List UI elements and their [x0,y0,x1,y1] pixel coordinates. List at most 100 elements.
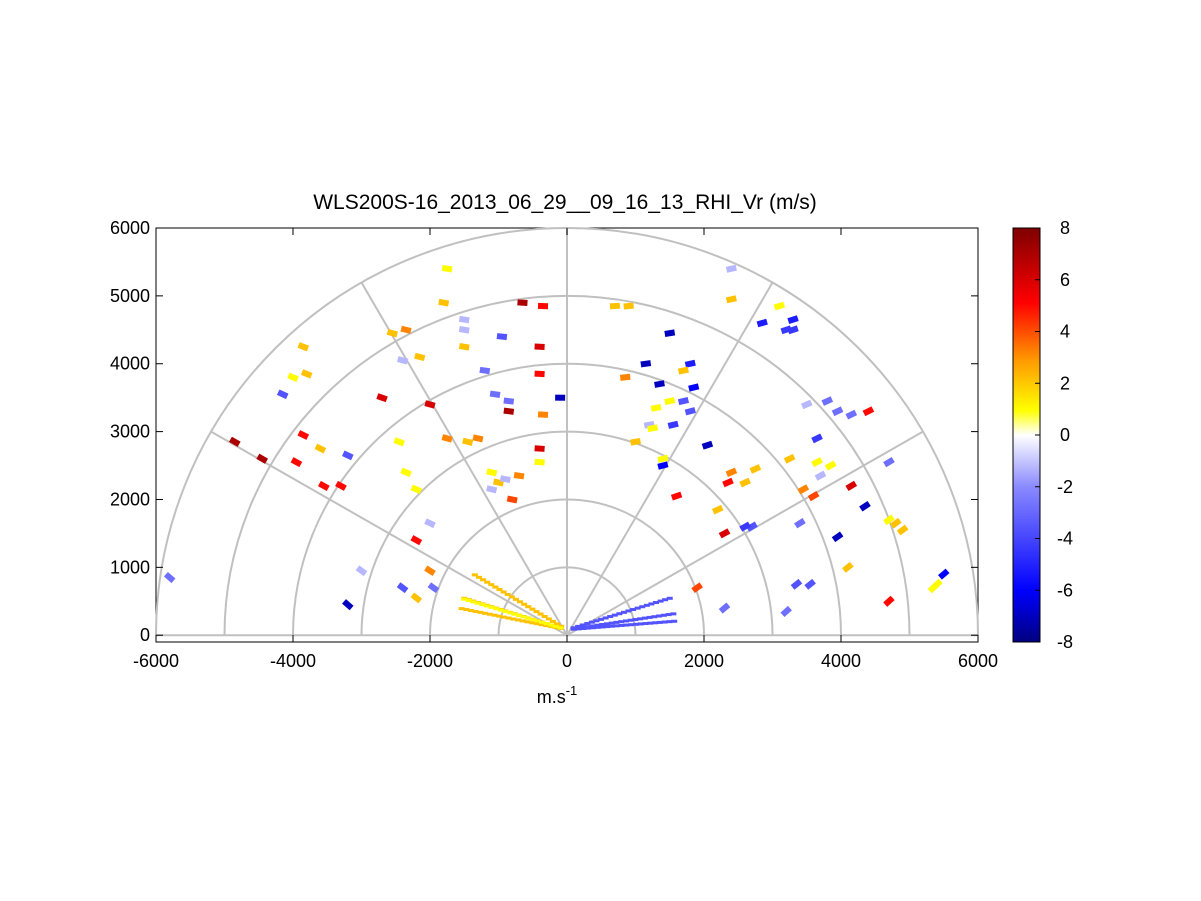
data-point [739,477,751,488]
data-point [664,329,676,337]
y-tick-label: 3000 [110,422,150,442]
beam-point [534,619,541,623]
x-tick-label: -4000 [270,651,316,671]
beam-point [652,601,659,605]
beam-point [500,590,507,594]
beam-point [637,617,644,621]
data-point [396,356,409,365]
beam-point [632,618,639,622]
data-point [458,326,470,334]
beam-point [622,619,629,623]
colorbar-tick-label: -6 [1057,580,1073,600]
data-point [756,318,768,328]
data-point [883,457,895,468]
beam-point [589,624,596,628]
data-point [630,437,641,446]
x-tick-label: 4000 [821,651,861,671]
beam-point [529,621,536,625]
data-point [503,407,515,415]
data-point [513,472,525,480]
data-point [342,599,354,611]
data-point [290,457,303,468]
beam-point [575,626,582,630]
beam-point [618,620,625,624]
data-point [654,380,665,388]
beam-point [467,609,474,613]
data-point [287,372,299,383]
x-tick-label: 6000 [958,651,998,671]
data-point [684,359,696,368]
beam-point [512,597,519,601]
data-point [787,315,799,324]
beam-point [514,618,521,622]
beam-point [656,614,663,618]
data-point [664,397,676,406]
x-axis-label-superscript: -1 [566,683,578,698]
data-point [811,433,823,444]
data-point [831,406,844,417]
beam-point [502,609,509,613]
data-point [393,437,405,447]
data-point [814,470,827,481]
data-point [410,592,423,604]
x-axis-label-text: m.s [537,687,566,707]
data-point [355,565,368,577]
data-point [163,571,176,584]
data-point [479,366,491,375]
x-tick-label: 2000 [684,651,724,671]
beam-point [616,612,623,616]
beam-point [641,616,648,620]
data-point [276,389,289,400]
data-point [794,518,806,529]
data-point [376,393,388,403]
beam-point [458,607,465,611]
data-point [314,443,327,454]
y-tick-label: 5000 [110,286,150,306]
beam-point [613,624,620,628]
colorbar-tick-label: -2 [1057,477,1073,497]
data-point [811,457,823,468]
data-point [317,480,330,491]
data-point [931,578,943,590]
data-point [410,535,423,546]
x-tick-label: 0 [562,651,572,671]
beam-point [607,615,614,619]
data-point [300,369,313,379]
data-point [458,342,470,351]
polar-spoke [566,430,924,637]
data-point [787,325,799,335]
beam-point [497,608,504,612]
polar-spoke [566,282,774,636]
beam-point [545,617,552,621]
beam-point [543,622,550,626]
beam-point [529,607,536,611]
polar-spoke [360,282,568,636]
data-point [896,524,909,536]
data-point [657,461,669,470]
beam-point [511,612,518,616]
beam-point [463,608,470,612]
beam-point [598,617,605,621]
beam-point [584,622,591,626]
beam-point [656,620,663,624]
x-axis-label: m.s-1 [537,683,578,707]
beam-point [525,605,532,609]
beam-point [599,625,606,629]
data-point [534,370,545,378]
beam-point [465,599,472,603]
data-point [670,491,683,501]
data-point [400,467,412,477]
beam-point [482,611,489,615]
colorbar-tick-label: -8 [1057,632,1073,652]
y-tick-label: 0 [140,625,150,645]
beam-point [639,605,646,609]
data-point [503,397,515,405]
beam-point [492,585,499,589]
beam-point [634,606,641,610]
data-point [410,484,423,495]
data-point [396,582,409,594]
data-point [534,445,545,452]
data-point [718,528,731,539]
beam-point [506,611,513,615]
